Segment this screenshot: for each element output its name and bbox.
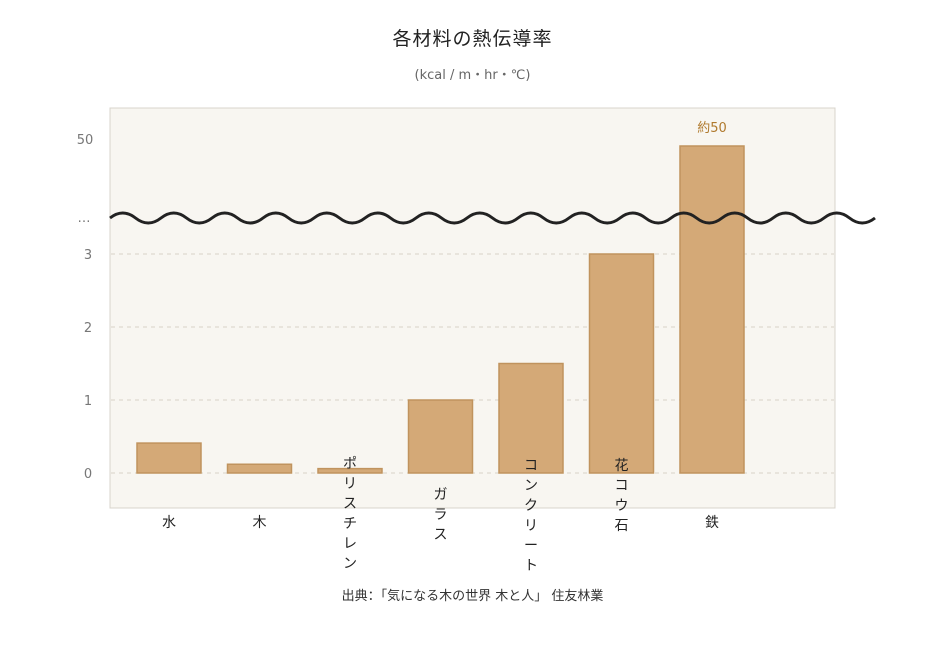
y-tick-label: 2 bbox=[84, 321, 92, 336]
bar bbox=[679, 145, 745, 474]
y-tick-label: 1 bbox=[84, 394, 92, 409]
x-tick-label: 木 bbox=[253, 515, 267, 531]
chart-title: 各材料の熱伝導率 bbox=[392, 28, 553, 50]
x-tick-label: ガラス bbox=[434, 487, 448, 543]
y-axis-break-label: … bbox=[78, 211, 91, 226]
x-axis-labels: 水 木 ポリスチレン ガラス コンクリート 花コウ石鉄 bbox=[162, 456, 719, 574]
axis-break-wave bbox=[109, 211, 876, 225]
value-labels: 約50 bbox=[697, 121, 727, 136]
x-tick-label: ポリスチレン bbox=[343, 456, 357, 572]
bar bbox=[317, 467, 383, 474]
bar bbox=[588, 253, 655, 474]
y-tick-label: 3 bbox=[84, 248, 92, 263]
source-note: 出典：「気になる木の世界 木と人」 住友林業 bbox=[341, 589, 604, 604]
bars bbox=[136, 145, 745, 474]
y-tick-label: 50 bbox=[77, 133, 94, 148]
x-tick-label: 水 bbox=[162, 515, 176, 531]
chart-unit-subtitle: (kcal / m・hr・℃) bbox=[414, 68, 531, 83]
bar bbox=[498, 362, 564, 474]
y-axis-ticks: 0 1 2 3 50 … bbox=[77, 133, 94, 482]
x-tick-label: 鉄 bbox=[705, 515, 719, 531]
bar bbox=[226, 463, 293, 474]
bar bbox=[136, 442, 202, 474]
bar-value-label: 約50 bbox=[697, 121, 727, 136]
y-tick-label: 0 bbox=[84, 467, 92, 482]
bar bbox=[407, 399, 474, 474]
x-tick-label: コンクリート bbox=[524, 458, 538, 574]
x-tick-label: 花コウ石 bbox=[615, 458, 629, 534]
